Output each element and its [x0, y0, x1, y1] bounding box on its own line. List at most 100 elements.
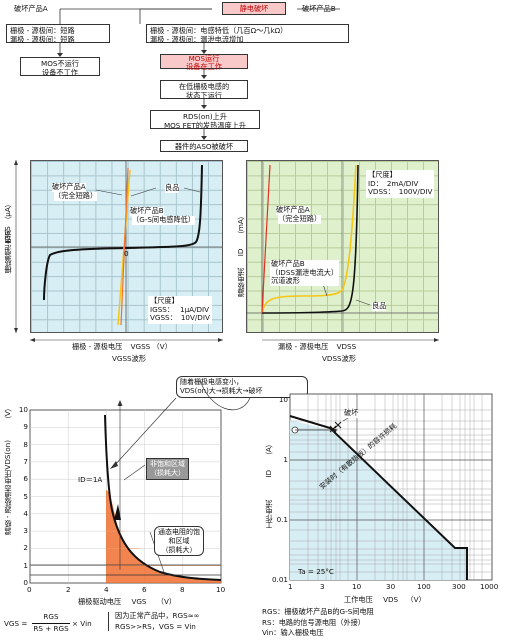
igss-scale-2: VGSS： 10V/DIV — [150, 313, 210, 323]
vds-xtick: 2 — [66, 585, 71, 594]
vds-on-label-box: 通态电阻的饱 和区域 （损耗大） — [154, 526, 204, 557]
aso-ytick: 0.1 — [276, 515, 288, 524]
b-step2-line1: 在低栅极电感的 — [178, 82, 230, 91]
vds-xtick: 8 — [180, 585, 185, 594]
aso-xtick: 1000 — [480, 582, 499, 591]
b-step3-line1: RDS(on)上升 — [182, 112, 228, 121]
igss-scale-box: 【尺度】 IGSS： 1μA/DIV VGSS： 10V/DIV — [148, 296, 212, 324]
igss-scale-2-sym: VGSS： — [150, 313, 177, 323]
callout-box: 随着栅极电感变小， VDS(on)大→损耗大→破坏 — [176, 376, 308, 398]
aso-break-label: 破坏 — [344, 408, 359, 418]
igss-scale-1-sym: IGSS： — [150, 304, 175, 314]
formula-lhs: VGS = — [4, 619, 28, 628]
formula-rhs: × Vin — [72, 619, 92, 628]
formula-note2: RGS>>RS，VGS = Vin — [115, 621, 196, 631]
vds-sat-label-box: 非饱和区域 （损耗大） — [146, 458, 189, 480]
id-scale-2-val: 100V/DIV — [398, 187, 433, 197]
igss-scale-1: IGSS： 1μA/DIV — [150, 304, 210, 315]
igss-caption: VGSS波形 — [112, 354, 146, 363]
id-b-label-box: 破坏产品B （IDSS漏泄电流大） 沉道波形 — [270, 259, 340, 286]
legend-line1: RGS：栅极破坏产品B的G-S间电阻 — [262, 607, 374, 616]
igss-xlabel-main: 栅极 - 源极电压 — [72, 342, 123, 351]
b-step4-line: 器件的ASO被破坏 — [174, 142, 234, 151]
a-result-1: MOS不运行 — [41, 59, 79, 68]
product-b-label: 破坏产品B — [302, 4, 336, 13]
vds-ytick: 10 — [18, 405, 28, 414]
a-condition-1: 栅极 - 源极间：短路 — [10, 26, 75, 35]
vds-orange-region — [106, 490, 221, 583]
igss-xlabel-sym: VGSS — [130, 342, 151, 351]
legend-line2: RS：电路的信号源电阻（外接） — [262, 617, 365, 627]
aso-ylabel: 工作电流 — [264, 500, 274, 529]
vds-xlabel: 栅极驱动电压 VGS （V） — [78, 597, 177, 607]
formula-fraction: RGS RS + RGS — [32, 612, 70, 633]
aso-xtick: 1 — [288, 582, 293, 591]
igss-scale-1-val: 1μA/DIV — [180, 304, 210, 314]
b-step1-box: MOS运行 设备在工作 — [160, 54, 248, 71]
id-scale-2-sym: VDSS： — [368, 187, 395, 197]
igss-scale-2-val: 10V/DIV — [180, 313, 210, 323]
id-caption: VDSS波形 — [322, 354, 356, 363]
aso-ylabel-unit: （A） — [264, 440, 274, 459]
formula-bar — [32, 622, 70, 624]
igss-xlabel-unit: （V） — [152, 342, 172, 351]
b-step3-line2: MOS FET的发热温度上升 — [163, 121, 247, 130]
formula-den: RS + RGS — [33, 623, 69, 633]
vds-sat-label2: （损耗大） — [150, 468, 185, 477]
aso-xlabel-sym: VDS — [383, 595, 399, 604]
b-step1-line2: 设备在工作 — [186, 61, 222, 71]
b-step1-line1: MOS运行 — [188, 54, 220, 63]
a-condition-2: 漏极 - 源极间：短路 — [10, 35, 75, 44]
id-xlabel-sym: VDSS — [336, 342, 357, 351]
aso-xlabel-main: 工作电压 — [344, 595, 373, 604]
aso-ylabel-main: 工作电流 — [264, 500, 273, 529]
vds-xlabel-main: 栅极驱动电压 — [78, 597, 122, 606]
product-b-conditions: 栅极 - 源极间：电感特低（几百Ω～几kΩ） 漏极 - 源极间：漏泄电流增加 — [146, 24, 349, 44]
id-label-a1: 破坏产品A — [276, 205, 310, 215]
formula-note: 因为正常产品中，RGS≈∞ RGS>>RS，VGS = Vin — [108, 611, 200, 632]
vds-ytick: 6 — [23, 474, 28, 484]
b-step2-box: 在低栅极电感的 状态下运行 — [160, 80, 248, 100]
vds-xtick: 0 — [27, 585, 32, 594]
vds-on-label2: 和区域 — [168, 536, 190, 545]
formula-num: RGS — [43, 612, 59, 621]
vds-id-label: ID＝1A — [78, 475, 103, 484]
aso-xtick: 3 — [320, 582, 325, 591]
vds-xlabel-unit: （V） — [156, 597, 177, 606]
vds-ytick: 8 — [23, 439, 28, 449]
vds-xtick: 6 — [142, 585, 147, 594]
b-condition-2: 漏极 - 源极间：漏泄电流增加 — [150, 35, 244, 44]
vds-ytick: 2 — [23, 543, 28, 553]
aso-ta-label: Ta = 25°C — [298, 567, 334, 576]
id-scale-2: VDSS： 100V/DIV — [368, 187, 433, 197]
id-xlabel: 漏极 - 源极电压 VDSS — [278, 342, 357, 352]
vds-xtick: 10 — [216, 585, 226, 594]
b-step4-box: 器件的ASO被破坏 — [160, 140, 248, 152]
igss-label-b2: （G-S间电感降低） — [132, 215, 196, 225]
flow-connectors — [57, 8, 340, 140]
aso-ytick: 0.01 — [271, 575, 288, 584]
b-condition-1: 栅极 - 源极间：电感特低（几百Ω～几kΩ） — [150, 26, 288, 35]
vds-xtick: 4 — [104, 585, 109, 594]
id-scale-1-val: 2mA/DIV — [386, 178, 419, 188]
vds-on-label3: （损耗大） — [161, 545, 197, 554]
formula-note1: 因为正常产品中，RGS≈∞ — [115, 611, 200, 620]
vds-sat-label1: 非饱和区域 — [150, 460, 185, 468]
aso-break-marks — [329, 421, 342, 433]
formula: VGS = RGS RS + RGS × Vin 因为正常产品中，RGS≈∞ R… — [4, 608, 254, 642]
aso-xtick: 10 — [352, 582, 362, 591]
id-scale-title: 【尺度】 — [368, 170, 397, 179]
vds-ytick: 7 — [23, 456, 28, 466]
aso-ylabel-sym: ID — [264, 470, 273, 478]
product-a-label: 破坏产品A — [14, 4, 48, 13]
legend-line3: Vin：输入栅极电压 — [262, 628, 324, 638]
a-result-box: MOS不运行 设备不工作 — [20, 57, 100, 77]
callout-line1: 随着栅极电感变小， — [180, 378, 243, 386]
aso-boundary — [289, 415, 468, 580]
igss-label-a1: 破坏产品A — [52, 182, 86, 192]
callout-line2: VDS(on)大→损耗大→破坏 — [180, 386, 263, 395]
legend: RGS：栅极破坏产品B的G-S间电阻 RS：电路的信号源电阻（外接） Vin：输… — [262, 607, 506, 638]
flow-title: 静电破坏 — [239, 4, 269, 13]
igss-xlabel: 栅极 - 源极电压 VGSS （V） — [72, 342, 172, 352]
